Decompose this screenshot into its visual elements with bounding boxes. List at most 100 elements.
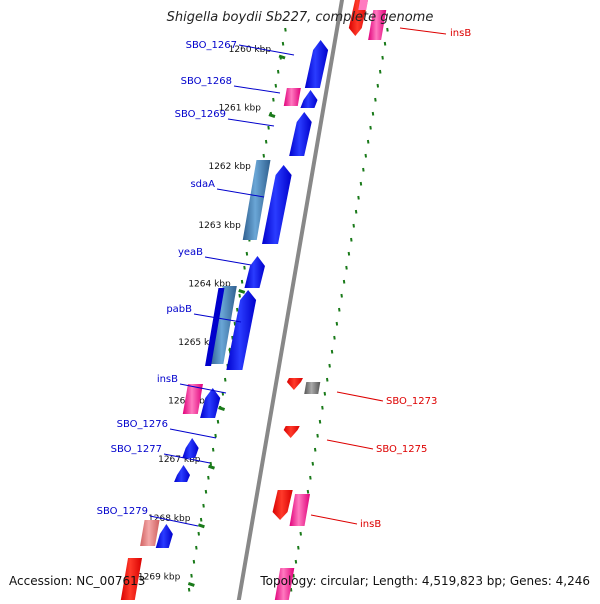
scale-dot-right xyxy=(335,321,339,326)
gene-label-forward: SBO_1276 xyxy=(117,419,168,430)
gene-arrow-insB-lower xyxy=(272,490,293,520)
gene-arrow-sdaA xyxy=(262,165,292,244)
gene-block-sdaA-a xyxy=(242,160,271,240)
scale-tick-label: 1268 kbp xyxy=(148,514,191,524)
scale-dot-right xyxy=(383,41,387,46)
scale-tick xyxy=(238,288,246,294)
gene-block-sbo1279-a xyxy=(140,520,160,546)
scale-dot-right xyxy=(381,55,384,60)
scale-dot-left xyxy=(216,419,220,424)
gene-block-insB-fwd xyxy=(182,384,203,414)
gene-arrow-sbo1276 xyxy=(182,438,199,458)
gene-arrow-pabB xyxy=(226,290,257,370)
label-leader-line xyxy=(336,391,384,402)
scale-dot-right xyxy=(374,97,377,102)
scale-tick xyxy=(197,523,205,529)
scale-dot-right xyxy=(318,419,322,424)
scale-dot-right xyxy=(386,27,389,32)
scale-dot-left xyxy=(197,531,200,536)
gene-block-pabB-b xyxy=(205,288,225,366)
scale-dot-right xyxy=(309,475,312,480)
gene-block-bottom-red xyxy=(120,558,143,602)
label-leader-line xyxy=(169,428,217,439)
scale-dot-right xyxy=(289,587,293,592)
gene-block-sbo1268-a xyxy=(283,88,301,106)
scale-dot-right xyxy=(347,251,351,256)
label-leader-line xyxy=(216,188,265,198)
scale-dot-left xyxy=(199,517,203,522)
scale-dot-left xyxy=(240,279,244,284)
gene-label-forward: pabB xyxy=(166,304,192,315)
genome-summary-text: Topology: circular; Length: 4,519,823 bp… xyxy=(260,574,590,588)
scale-dot-right xyxy=(311,461,315,466)
label-leader-line xyxy=(227,118,275,127)
scale-dot-right xyxy=(378,69,382,74)
scale-dot-left xyxy=(207,475,210,480)
scale-dot-left xyxy=(236,307,239,312)
gene-block-sbo1273 xyxy=(304,382,321,394)
gene-label-forward: sdaA xyxy=(190,179,215,190)
label-leader-line xyxy=(149,515,199,527)
scale-tick xyxy=(218,406,226,412)
scale-dot-right xyxy=(342,279,346,284)
scale-dot-left xyxy=(267,125,270,130)
scale-dot-right xyxy=(313,447,317,452)
scale-dot-left xyxy=(202,503,205,508)
scale-dot-right xyxy=(369,125,372,130)
scale-dot-left xyxy=(211,447,215,452)
gene-label-forward: SBO_1279 xyxy=(97,506,148,517)
genome-backbone xyxy=(236,0,345,604)
scale-dot-right xyxy=(328,363,331,368)
gene-label-reverse: insB xyxy=(450,28,471,39)
scale-dot-right xyxy=(306,489,310,494)
gene-label-reverse: SBO_1273 xyxy=(386,396,437,407)
scale-dot-left xyxy=(233,321,237,326)
label-leader-line xyxy=(233,85,281,94)
scale-dot-left xyxy=(262,153,266,158)
label-leader-line xyxy=(163,453,211,464)
label-leader-line xyxy=(193,313,242,323)
scale-dot-left xyxy=(195,545,198,550)
scale-dot-right xyxy=(354,209,358,214)
map-title: Shigella boydii Sb227, complete genome xyxy=(166,10,434,25)
scale-dot-right xyxy=(316,433,319,438)
scale-dot-right xyxy=(357,195,360,200)
scale-dot-left xyxy=(245,251,249,256)
gene-label-forward: insB xyxy=(157,374,178,385)
scale-dot-left xyxy=(214,433,217,438)
scale-dot-left xyxy=(187,587,191,592)
scale-dot-left xyxy=(276,69,280,74)
scale-dot-right xyxy=(366,139,370,144)
gene-block-pabB-a xyxy=(209,286,237,364)
scale-dot-right xyxy=(340,293,343,298)
gene-block-top-pink xyxy=(358,0,368,10)
scale-dot-right xyxy=(299,531,302,536)
scale-dot-right xyxy=(350,237,353,242)
gene-label-forward: SBO_1277 xyxy=(111,444,162,455)
label-leader-line xyxy=(399,27,447,35)
scale-tick-label: 1260 kbp xyxy=(229,45,272,55)
gene-arrow-sbo1277 xyxy=(174,465,191,482)
scale-dot-right xyxy=(345,265,348,270)
scale-dot-right xyxy=(364,153,368,158)
scale-tick-label: 1262 kbp xyxy=(208,162,251,172)
scale-tick xyxy=(278,54,286,60)
scale-dot-left xyxy=(264,139,268,144)
scale-dot-right xyxy=(323,391,327,396)
gene-block-bottom-right xyxy=(274,568,295,602)
scale-tick-label: 1261 kbp xyxy=(219,104,262,114)
scale-dot-left xyxy=(204,489,208,494)
scale-dot-left xyxy=(190,573,193,578)
gene-block-insB-lower xyxy=(289,494,311,526)
scale-tick-label: 1264 kbp xyxy=(188,279,231,289)
scale-tick-label: 1263 kbp xyxy=(198,221,241,231)
scale-dot-right xyxy=(376,83,380,88)
scale-dot-right xyxy=(321,405,324,410)
scale-tick xyxy=(187,581,195,587)
label-leader-line xyxy=(204,256,252,266)
scale-dot-left xyxy=(238,293,241,298)
scale-dot-left xyxy=(192,559,196,564)
scale-tick xyxy=(208,464,215,470)
scale-dot-right xyxy=(330,349,334,354)
